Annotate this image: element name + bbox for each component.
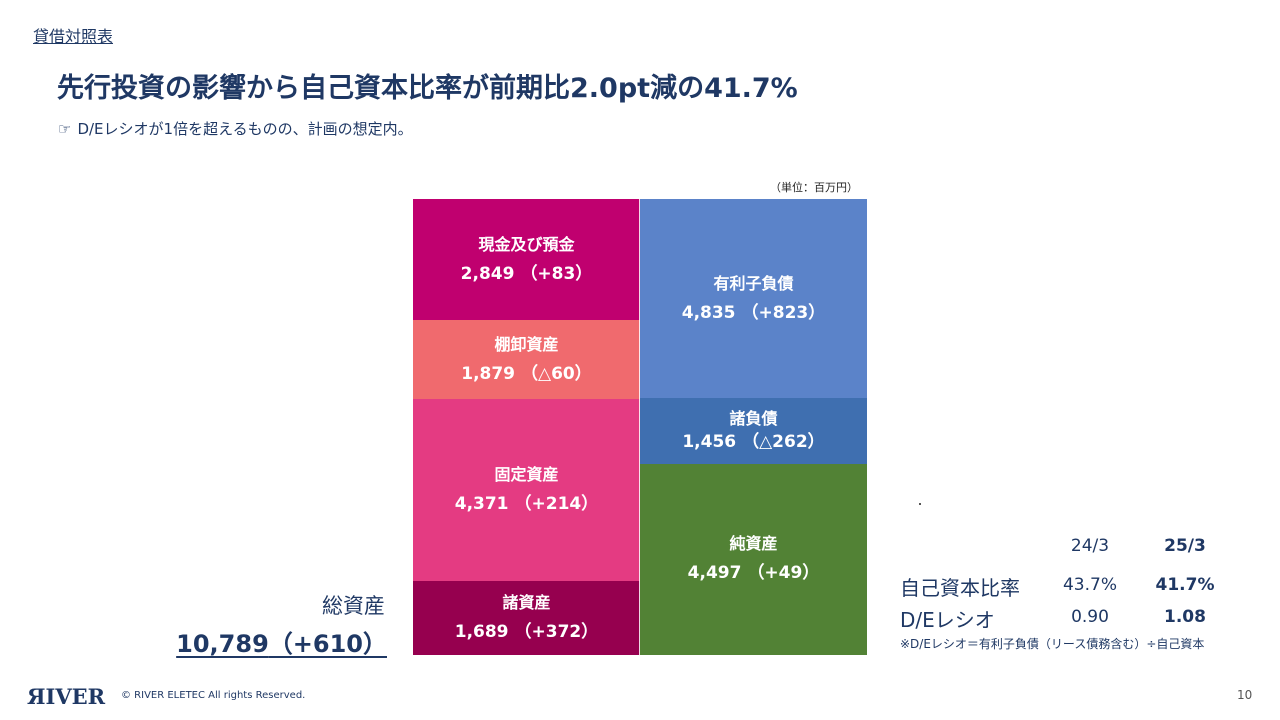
header-prev-year: 24/3	[1070, 536, 1110, 556]
asset-value: 1,689 （+372）	[455, 622, 599, 642]
asset-amount: 2,849	[460, 263, 515, 284]
asset-name: 諸資産	[502, 593, 551, 613]
ratio-note: ※D/Eレシオ＝有利子負債（リース債務含む）÷自己資本	[900, 637, 1205, 651]
asset-amount: 1,689	[454, 622, 509, 643]
equity-block-net-assets: 純資産 4,497 （+49）	[640, 464, 867, 655]
liability-value: 4,835 （+823）	[682, 303, 826, 323]
copyright: © RIVER ELETEC All rights Reserved.	[121, 690, 306, 701]
ratio-curr: 1.08	[1164, 607, 1206, 627]
liability-block-interest-bearing-debt: 有利子負債 4,835 （+823）	[640, 199, 867, 398]
page-number: 10	[1237, 688, 1253, 702]
asset-block-fixed: 固定資産 4,371 （+214）	[413, 399, 640, 581]
asset-change: （+214）	[514, 494, 599, 515]
total-assets-amount: 10,789	[176, 630, 269, 658]
section-label: 貸借対照表	[33, 27, 114, 46]
asset-change: （+372）	[514, 622, 599, 643]
asset-block-cash: 現金及び預金 2,849 （+83）	[413, 199, 640, 320]
liability-block-other: 諸負債 1,456 （△262）	[640, 398, 867, 464]
liability-amount: 4,835	[681, 302, 736, 323]
asset-value: 2,849 （+83）	[461, 264, 593, 284]
asset-amount: 4,371	[454, 494, 509, 515]
liability-value: 1,456 （△262）	[682, 432, 824, 452]
asset-block-other: 諸資産 1,689 （+372）	[413, 581, 640, 655]
subtitle-text: D/Eレシオが1倍を超えるものの、計画の想定内。	[77, 120, 413, 138]
balance-sheet-chart: 現金及び預金 2,849 （+83） 棚卸資産 1,879 （△60） 固定資産 4…	[413, 199, 867, 655]
subtitle: ☞ D/Eレシオが1倍を超えるものの、計画の想定内。	[58, 118, 413, 139]
equity-amount: 4,497	[687, 563, 742, 584]
unit-label: （単位：百万円）	[770, 181, 858, 194]
equity-change: （+49）	[747, 563, 820, 584]
asset-change: （△60）	[521, 363, 592, 384]
total-assets-value: 10,789（+610）	[176, 624, 387, 659]
liability-name: 諸負債	[729, 409, 778, 429]
dot-mark	[919, 503, 921, 505]
ratio-curr: 41.7%	[1155, 575, 1215, 595]
asset-block-inventory: 棚卸資産 1,879 （△60）	[413, 320, 640, 399]
asset-name: 固定資産	[494, 465, 559, 485]
asset-name: 棚卸資産	[494, 334, 559, 354]
liability-amount: 1,456	[682, 432, 737, 453]
liability-change: （△262）	[742, 432, 825, 453]
total-assets-change: （+610）	[268, 630, 387, 658]
asset-amount: 1,879	[461, 363, 516, 384]
ratio-prev: 0.90	[1071, 607, 1109, 627]
page-title: 先行投資の影響から自己資本比率が前期比2.0pt減の41.7%	[57, 73, 798, 104]
equity-name: 純資産	[729, 534, 778, 553]
asset-name: 現金及び預金	[478, 234, 575, 254]
liability-name: 有利子負債	[713, 273, 794, 293]
liability-change: （+823）	[741, 302, 826, 323]
company-logo: ЯIVER	[27, 684, 106, 709]
total-assets-label: 総資産	[322, 594, 385, 618]
ratio-label: D/Eレシオ	[900, 608, 995, 632]
ratio-label: 自己資本比率	[900, 576, 1020, 600]
header-curr-year: 25/3	[1164, 536, 1206, 556]
asset-change: （+83）	[520, 263, 593, 284]
asset-value: 1,879 （△60）	[461, 364, 592, 384]
column-divider	[639, 199, 640, 655]
equity-value: 4,497 （+49）	[688, 563, 820, 583]
ratio-prev: 43.7%	[1062, 575, 1117, 595]
pointing-hand-icon: ☞	[58, 120, 72, 138]
asset-value: 4,371 （+214）	[455, 494, 599, 514]
